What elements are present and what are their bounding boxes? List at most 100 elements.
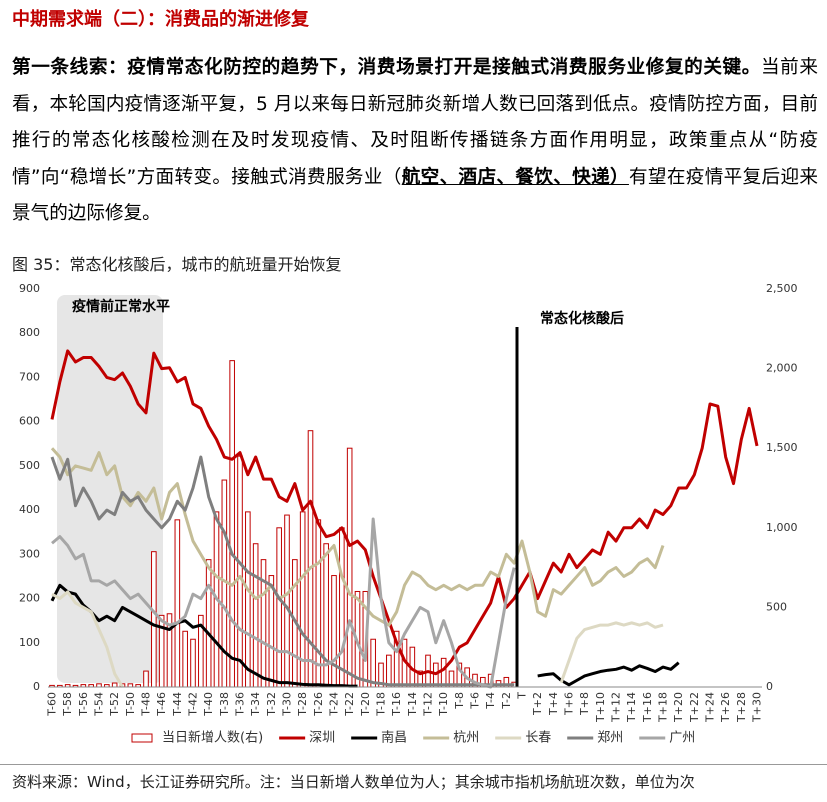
paragraph: 第一条线索：疫情常态化防控的趋势下，消费场景打开是接触式消费服务业修复的关键。当… [12, 50, 818, 233]
figure-caption: 图 35：常态化核酸后，城市的航班量开始恢复 [12, 255, 342, 274]
x-tick-label: T-28 [296, 692, 309, 717]
x-tick-label: T-46 [155, 692, 168, 717]
legend-label: 南昌 [381, 730, 407, 746]
x-tick-label: T-32 [265, 692, 278, 717]
x-tick-label: T-42 [187, 692, 200, 717]
x-tick-label: T-6 [469, 692, 482, 710]
y-tick-label: 200 [19, 592, 40, 605]
line [50, 455, 515, 687]
legend-label: 长春 [525, 731, 551, 746]
y-tick-label: 400 [19, 503, 40, 516]
y2-tick-label: 2,000 [766, 362, 798, 375]
y2-tick-label: 2,500 [766, 282, 798, 295]
x-tick-label: T+30 [751, 692, 764, 723]
bar [339, 527, 345, 688]
legend-label: 郑州 [597, 731, 623, 746]
tail-text: 有望在疫情平复后迎来景气的边际修复。 [12, 166, 818, 225]
y-tick-label: 800 [19, 326, 40, 339]
x-tick-label: T-30 [281, 692, 294, 717]
bar [315, 519, 322, 688]
x-tick-label: T-58 [61, 692, 74, 717]
y2-tick-label: 500 [766, 600, 787, 613]
x-tick-label: T+8 [578, 692, 591, 716]
y-tick-label: 100 [19, 636, 40, 649]
x-tick-label: T-34 [249, 692, 262, 717]
legend-swatch [131, 733, 153, 743]
bar [143, 670, 149, 688]
x-tick-label: T-4 [484, 692, 497, 710]
bar [252, 543, 259, 688]
x-tick-label: T+6 [563, 692, 576, 716]
bar [307, 430, 314, 688]
x-tick-label: T-38 [218, 692, 231, 717]
annotation: 常态化核酸后 [540, 310, 624, 327]
x-tick-label: T-12 [422, 692, 435, 717]
y-tick-label: 600 [19, 415, 40, 428]
bar [276, 527, 282, 688]
bar [245, 511, 251, 688]
normal-level-band [57, 295, 163, 683]
x-tick-label: T-14 [406, 692, 419, 717]
bar [221, 479, 228, 688]
line [51, 590, 664, 688]
x-tick-label: T+26 [719, 692, 732, 723]
x-tick-label: T-10 [437, 692, 450, 717]
y2-tick-label: 1,500 [766, 441, 798, 454]
x-tick-label: T-48 [140, 692, 153, 717]
chart: 疫情前正常水平 常态化核酸后 0 100 200 300 400 500 600 700 800… [19, 282, 798, 746]
body-text: 当前来看，本轮国内疫情逐渐平复，5 月以来每日新冠肺炎新增人数已回落到低点。疫情… [12, 57, 818, 188]
annotation: 疫情前正常水平 [72, 298, 170, 315]
x-tick-label: T+22 [688, 692, 701, 723]
bar [182, 630, 188, 688]
bar [331, 575, 337, 688]
x-tick-label: T-60 [46, 692, 59, 717]
bar [346, 447, 353, 688]
divider [0, 764, 827, 765]
bar [151, 551, 157, 688]
x-tick-label: T+4 [547, 692, 560, 716]
bar [111, 682, 118, 688]
bar [386, 654, 392, 688]
x-tick-label: T-18 [375, 692, 388, 717]
x-tick-label: T-16 [390, 692, 403, 717]
y-tick-label: 700 [19, 370, 40, 383]
x-tick-label: T-52 [108, 692, 121, 717]
lead-text: 第一条线索：疫情常态化防控的趋势下，消费场景打开是接触式消费服务业修复的关键。 [12, 57, 761, 78]
bar [190, 638, 196, 688]
y2-tick-label: 1,000 [766, 521, 798, 534]
y-tick-label: 500 [19, 459, 40, 472]
x-tick-label: T-2 [500, 692, 513, 710]
bar [205, 559, 212, 688]
x-tick-label: T-8 [453, 692, 466, 710]
line [50, 349, 759, 676]
source-note: 资料来源：Wind，长江证券研究所。注：当日新增人数单位为人；其余城市指机场航班… [12, 773, 695, 791]
x-tick-label: T-44 [171, 692, 184, 717]
line [50, 447, 665, 627]
bar [370, 638, 376, 688]
y-tick-label: 0 [33, 680, 40, 693]
x-tick-label: T+24 [704, 692, 717, 723]
x-tick-label: T-24 [328, 692, 341, 717]
x-tick-label: T-36 [234, 692, 247, 717]
x-tick-label: T-20 [359, 692, 372, 717]
x-tick-label: T-26 [312, 692, 325, 717]
y-tick-label: 900 [19, 282, 40, 295]
bar [284, 514, 290, 688]
x-tick-label: T+10 [594, 692, 607, 723]
x-tick-label: T [516, 692, 529, 700]
x-tick-label: T+18 [657, 692, 670, 723]
x-tick-label: T+14 [625, 692, 638, 723]
x-tick-label: T-50 [124, 692, 137, 717]
legend-label: 当日新增人数(右) [162, 730, 263, 746]
x-tick-label: T-22 [343, 692, 356, 717]
legend-label: 杭州 [453, 731, 479, 746]
x-tick-label: T-54 [93, 692, 106, 717]
x-tick-label: T-56 [77, 692, 90, 717]
x-tick-label: T-40 [202, 692, 215, 717]
line [51, 517, 516, 689]
legend-label: 深圳 [309, 731, 335, 746]
section-title: 中期需求端（二）：消费品的渐进修复 [12, 9, 309, 30]
y2-tick-label: 0 [766, 680, 773, 693]
y-tick-label: 300 [19, 547, 40, 560]
bar [174, 519, 181, 688]
